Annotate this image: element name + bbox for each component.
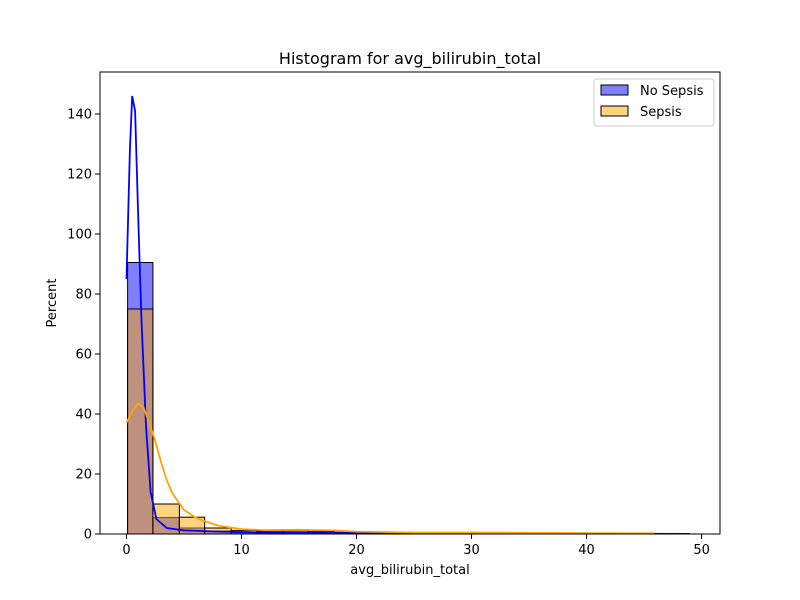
x-tick-label-40: 40 — [578, 543, 595, 558]
x-tick-label-30: 30 — [463, 543, 480, 558]
x-tick-label-10: 10 — [233, 543, 250, 558]
y-axis-label: Percent — [45, 279, 60, 328]
legend-label-sepsis: Sepsis — [640, 105, 682, 120]
legend: No Sepsis Sepsis — [593, 78, 715, 127]
kde-line-sepsis — [125, 402, 655, 534]
chart-title: Histogram for avg_bilirubin_total — [279, 49, 541, 69]
legend-label-no-sepsis: No Sepsis — [640, 84, 704, 99]
kde-line-no-sepsis — [125, 95, 691, 534]
x-tick-label-50: 50 — [693, 543, 710, 558]
y-axis: 0 20 40 60 80 100 120 140 — [67, 108, 100, 543]
x-tick-label-20: 20 — [348, 543, 365, 558]
plot-frame — [99, 71, 721, 535]
y-tick-label-140: 140 — [67, 108, 92, 123]
y-tick-label-80: 80 — [75, 288, 92, 303]
y-tick-label-60: 60 — [75, 348, 92, 363]
y-tick-label-100: 100 — [67, 228, 92, 243]
y-tick-label-0: 0 — [84, 528, 92, 543]
y-tick-label-20: 20 — [75, 468, 92, 483]
y-tick-label-40: 40 — [75, 408, 92, 423]
x-axis: 0 10 20 30 40 50 — [122, 534, 710, 558]
legend-swatch-no-sepsis — [600, 84, 629, 96]
kde-layer — [125, 95, 691, 534]
legend-swatch-sepsis — [600, 105, 629, 117]
x-tick-label-0: 0 — [122, 543, 130, 558]
y-tick-label-120: 120 — [67, 168, 92, 183]
plot-area — [99, 71, 721, 535]
x-axis-label: avg_bilirubin_total — [350, 563, 469, 578]
